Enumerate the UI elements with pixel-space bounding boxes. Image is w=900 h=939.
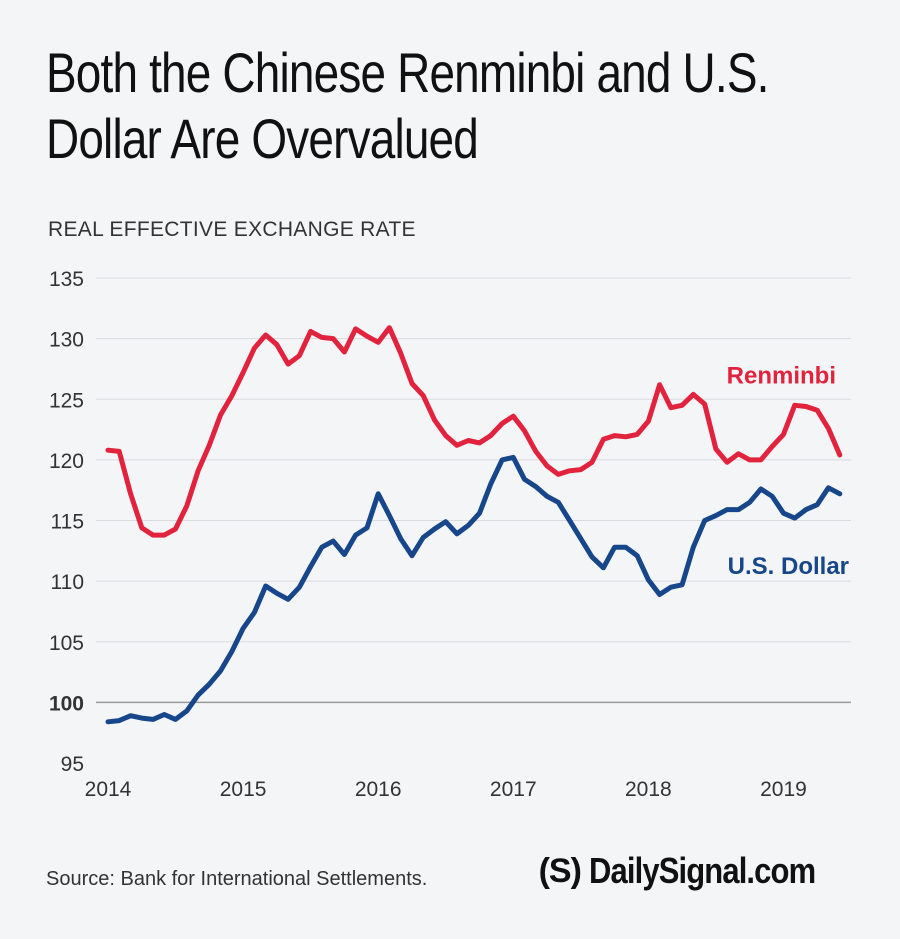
x-tick-label: 2019 xyxy=(760,778,807,801)
y-tick-label: 125 xyxy=(49,389,84,412)
y-tick-label: 115 xyxy=(51,511,84,534)
us-dollar-label: U.S. Dollar xyxy=(728,553,849,580)
x-tick-label: 2018 xyxy=(625,778,672,801)
y-tick-label: 120 xyxy=(49,450,84,473)
x-tick-label: 2016 xyxy=(355,778,402,801)
y-tick-label: 105 xyxy=(49,632,84,655)
y-axis-title: REAL EFFECTIVE EXCHANGE RATE xyxy=(48,218,416,241)
series-lines xyxy=(105,325,843,725)
chart-title: Both the Chinese Renminbi and U.S. Dolla… xyxy=(46,40,769,172)
renminbi-label: Renminbi xyxy=(727,362,836,389)
y-tick-label: 100 xyxy=(49,692,84,715)
y-tick-label: 110 xyxy=(51,571,84,594)
gridlines xyxy=(96,277,851,704)
title-line-2: Dollar Are Overvalued xyxy=(46,107,479,170)
logo-mark-icon: (S) xyxy=(538,851,582,890)
x-tick-label: 2014 xyxy=(85,778,132,801)
x-tick-label: 2017 xyxy=(490,778,537,801)
x-tick-labels: 2014 2015 2016 2017 2018 2019 xyxy=(85,778,807,801)
logo-text: DailySignal.com xyxy=(588,850,816,891)
us-dollar-line xyxy=(105,454,843,725)
title-line-1: Both the Chinese Renminbi and U.S. xyxy=(46,41,769,104)
y-tick-labels: 95 100 105 110 115 120 125 130 135 xyxy=(49,268,84,776)
renminbi-line xyxy=(105,325,843,538)
y-tick-label: 95 xyxy=(61,753,84,776)
x-tick-label: 2015 xyxy=(220,778,267,801)
series-labels: Renminbi U.S. Dollar xyxy=(727,362,849,579)
daily-signal-logo: (S) DailySignal.com xyxy=(539,850,852,892)
source-note: Source: Bank for International Settlemen… xyxy=(46,868,428,890)
y-tick-label: 135 xyxy=(49,268,84,291)
y-tick-label: 130 xyxy=(49,329,84,352)
